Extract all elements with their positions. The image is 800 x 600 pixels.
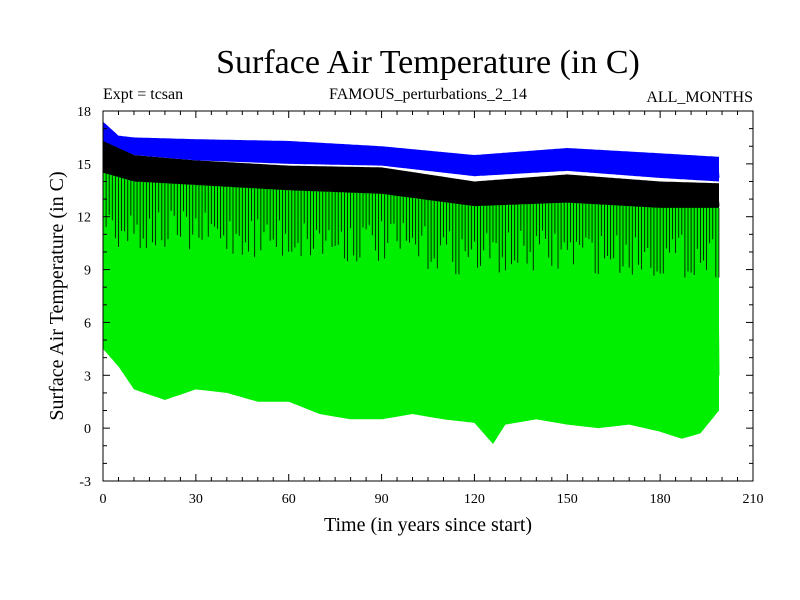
y-tick-label: 0 bbox=[84, 422, 91, 437]
series-line-blue bbox=[102, 125, 720, 181]
y-tick-label: 3 bbox=[84, 369, 91, 384]
chart-title: Surface Air Temperature (in C) bbox=[216, 44, 640, 81]
y-tick-label: 18 bbox=[77, 105, 91, 120]
series-blue bbox=[102, 121, 720, 182]
y-tick-label: 12 bbox=[77, 211, 91, 226]
x-axis-title: Time (in years since start) bbox=[324, 514, 532, 536]
plot-data bbox=[102, 121, 720, 444]
y-axis-title: Surface Air Temperature (in C) bbox=[46, 171, 68, 420]
x-tick-label: 90 bbox=[375, 492, 389, 507]
subtitle-center: FAMOUS_perturbations_2_14 bbox=[329, 86, 527, 103]
y-tick-label: 6 bbox=[84, 316, 91, 331]
x-tick-label: 60 bbox=[282, 492, 296, 507]
x-tick-label: 0 bbox=[100, 492, 107, 507]
x-tick-label: 120 bbox=[464, 492, 485, 507]
series-black-spikes bbox=[105, 173, 720, 278]
series-black bbox=[102, 137, 720, 208]
series-line-black bbox=[102, 140, 720, 208]
tick-labels: 0 30 60 90 120 150 180 210 -3 0 3 6 9 12 15 18 bbox=[77, 105, 764, 507]
subtitle-right: ALL_MONTHS bbox=[646, 89, 753, 106]
y-tick-label: -3 bbox=[79, 475, 91, 490]
y-tick-label: 9 bbox=[84, 264, 91, 279]
x-tick-label: 30 bbox=[189, 492, 203, 507]
x-tick-label: 150 bbox=[557, 492, 578, 507]
y-tick-label: 15 bbox=[77, 158, 91, 173]
x-tick-label: 180 bbox=[650, 492, 671, 507]
x-tick-label: 210 bbox=[743, 492, 764, 507]
axis-ticks bbox=[102, 110, 754, 482]
subtitle-left: Expt = tcsan bbox=[103, 86, 183, 103]
